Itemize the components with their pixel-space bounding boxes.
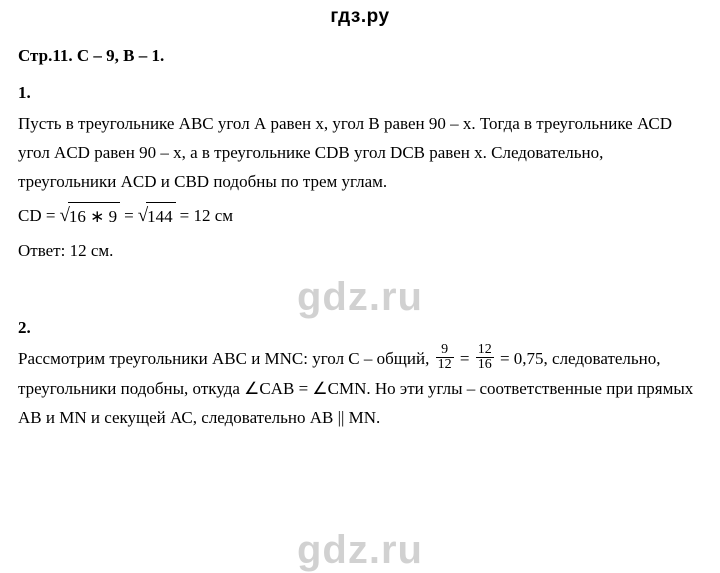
task-2-number: 2. (18, 314, 702, 343)
fraction-1: 912 (436, 343, 454, 373)
document-body: Стр.11. С – 9, В – 1. 1. Пусть в треугол… (0, 0, 720, 433)
watermark-header: гдз.ру (0, 6, 720, 28)
page-header: Стр.11. С – 9, В – 1. (18, 42, 702, 71)
radicand-1: 16 ∗ 9 (68, 202, 120, 232)
fraction-2: 1216 (476, 343, 494, 373)
task-1-text: Пусть в треугольнике АВС угол А равен х,… (18, 110, 702, 197)
task-2-mid1: = (456, 349, 474, 368)
fraction-1-den: 12 (436, 357, 454, 373)
sqrt-2: √ 144 (138, 200, 176, 232)
formula-eq2: = 12 см (180, 202, 233, 231)
task-2-text: Рассмотрим треугольники АВС и MNC: угол … (18, 345, 702, 433)
task-1-answer: Ответ: 12 см. (18, 237, 702, 266)
task-1-formula: CD = √ 16 ∗ 9 = √ 144 = 12 см (18, 200, 702, 232)
radicand-2: 144 (146, 202, 176, 232)
watermark-middle-2: gdz.ru (0, 528, 720, 573)
formula-lhs: CD = (18, 202, 55, 231)
task-1-number: 1. (18, 79, 702, 108)
fraction-1-num: 9 (436, 343, 454, 358)
sqrt-1: √ 16 ∗ 9 (59, 200, 120, 232)
task-2-text-a: Рассмотрим треугольники АВС и MNC: угол … (18, 349, 434, 368)
fraction-2-den: 16 (476, 357, 494, 373)
task-2-mid2: = 0,75, (496, 349, 548, 368)
fraction-2-num: 12 (476, 343, 494, 358)
formula-eq1: = (124, 202, 134, 231)
